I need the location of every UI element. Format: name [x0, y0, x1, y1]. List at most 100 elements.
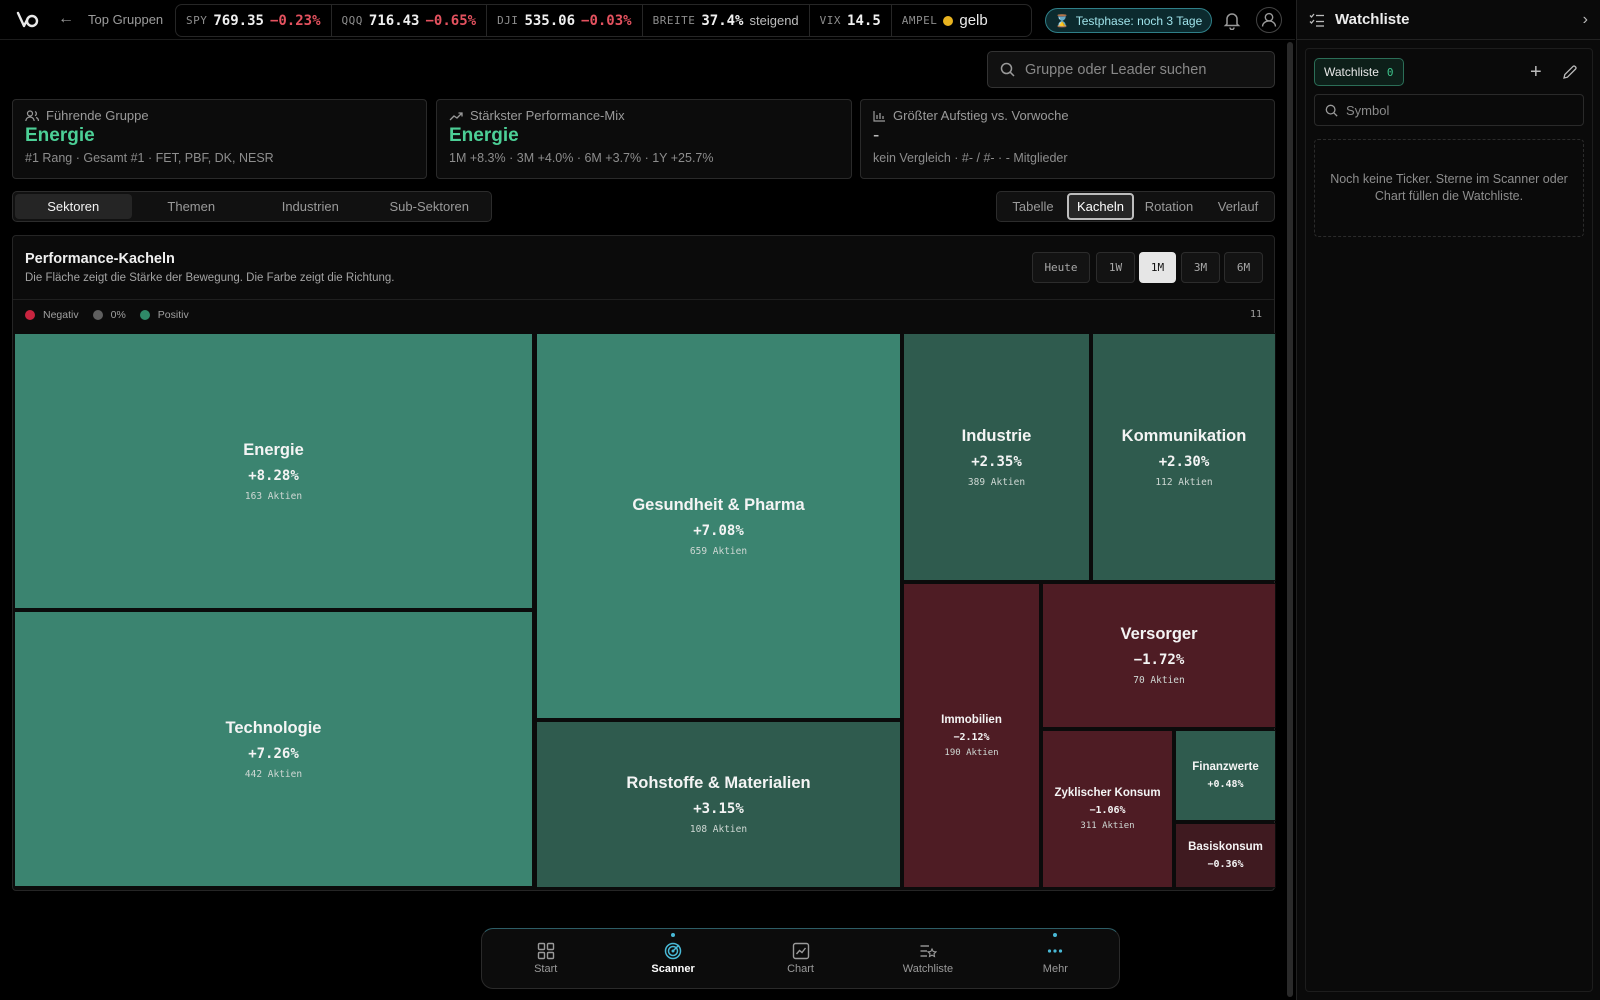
treemap-tile[interactable]: Gesundheit & Pharma +7.08% 659 Aktien [536, 333, 901, 719]
tile-percent: +2.35% [971, 453, 1022, 470]
nav-mehr[interactable]: Mehr [992, 929, 1119, 988]
tile-percent: +8.28% [248, 467, 299, 484]
trend-up-icon [449, 111, 463, 120]
tile-percent: −1.06% [1089, 805, 1126, 816]
nav-chart[interactable]: Chart [737, 929, 864, 988]
timeframe-1w[interactable]: 1W [1096, 252, 1135, 283]
plus-icon[interactable]: + [1530, 61, 1542, 83]
tab-industrien[interactable]: Industrien [281, 199, 339, 214]
card-subtext: 1M +8.3% · 3M +4.0% · 6M +3.7% · 1Y +25.… [449, 151, 714, 165]
nav-start[interactable]: Start [482, 929, 609, 988]
ticker-breite[interactable]: BREITE 37.4% steigend [643, 5, 810, 36]
logo-icon[interactable] [16, 9, 40, 31]
treemap-tile[interactable]: Technologie +7.26% 442 Aktien [14, 611, 533, 887]
treemap-tile[interactable]: Versorger −1.72% 70 Aktien [1042, 583, 1276, 728]
nav-watchliste[interactable]: Watchliste [864, 929, 991, 988]
trial-badge[interactable]: ⌛ Testphase: noch 3 Tage [1045, 8, 1212, 33]
card-value: Energie [449, 125, 519, 146]
view-kacheln[interactable]: Kacheln [1067, 193, 1134, 220]
ticker-value: 769.35 [213, 12, 264, 29]
bell-icon[interactable] [1222, 10, 1242, 30]
tab-sub-sektoren[interactable]: Sub-Sektoren [389, 199, 470, 214]
tile-stock-count: 659 Aktien [689, 545, 748, 557]
card-subtext: kein Vergleich · #- / #- · - Mitglieder [873, 151, 1068, 165]
ticker-symbol: DJI [497, 14, 519, 27]
legend: Negativ 0% Positiv [25, 309, 189, 321]
chevron-right-icon[interactable]: › [1582, 10, 1588, 28]
legend-dot-negative [25, 310, 35, 320]
ticker-vix[interactable]: VIX 14.5 [810, 5, 892, 36]
legend-dot-zero [92, 310, 103, 320]
grid-icon [537, 942, 554, 960]
group-search[interactable] [987, 51, 1275, 88]
treemap-tile[interactable]: Energie +8.28% 163 Aktien [14, 333, 533, 609]
watchlist-selector[interactable]: Watchliste 0 [1314, 58, 1404, 86]
watchlist-body: Watchliste 0 + Noch keine Ticker. Sterne… [1305, 48, 1593, 992]
timeframe-1m[interactable]: 1M [1139, 252, 1176, 283]
ticker-ampel[interactable]: AMPEL gelb [892, 5, 998, 36]
tile-name: Versorger [1120, 625, 1198, 643]
card-value: Energie [25, 125, 95, 146]
timeframe-heute[interactable]: Heute [1032, 252, 1090, 283]
ticker-symbol: VIX [819, 14, 842, 27]
arrow-left-icon[interactable]: ← [58, 10, 74, 27]
tile-percent: +2.30% [1158, 453, 1210, 470]
trial-text: Testphase: noch 3 Tage [1075, 13, 1203, 28]
ticker-value: 37.4% [701, 12, 744, 29]
treemap-tile[interactable]: Zyklischer Konsum −1.06% 311 Aktien [1042, 730, 1173, 888]
ticker-change: −0.65% [425, 12, 477, 29]
breadcrumb[interactable]: Top Gruppen [88, 12, 164, 27]
ticker-symbol: BREITE [652, 14, 696, 27]
treemap-tile[interactable]: Rohstoffe & Materialien +3.15% 108 Aktien [536, 721, 901, 888]
nav-scanner[interactable]: Scanner [609, 929, 736, 988]
view-tabelle[interactable]: Tabelle [1012, 199, 1054, 214]
tab-themen[interactable]: Themen [167, 199, 216, 214]
breite-trend: steigend [749, 13, 799, 28]
ticker-spy[interactable]: SPY 769.35 −0.23% [176, 5, 332, 36]
treemap-tile[interactable]: Kommunikation +2.30% 112 Aktien [1092, 333, 1276, 581]
pencil-icon[interactable] [1562, 64, 1578, 80]
tile-stock-count: 311 Aktien [1080, 821, 1135, 831]
card-performance-mix[interactable]: Stärkster Performance-Mix Energie 1M +8.… [436, 99, 852, 179]
view-tabs: Tabelle Kacheln Rotation Verlauf [996, 191, 1275, 222]
legend-label: Positiv [157, 309, 189, 321]
treemap-tile[interactable]: Industrie +2.35% 389 Aktien [903, 333, 1090, 581]
tile-percent: −0.36% [1207, 859, 1244, 870]
panel-title: Performance-Kacheln [25, 251, 175, 267]
tile-percent: +0.48% [1207, 779, 1244, 790]
tab-sektoren[interactable]: Sektoren [15, 194, 132, 219]
treemap-tile[interactable]: Finanzwerte +0.48% [1175, 730, 1276, 821]
card-biggest-rise[interactable]: Größter Aufstieg vs. Vorwoche - kein Ver… [860, 99, 1275, 179]
ticker-value: 14.5 [847, 12, 881, 29]
ticker-qqq[interactable]: QQQ 716.43 −0.65% [332, 5, 488, 36]
card-label-text: Führende Gruppe [46, 108, 149, 123]
watchlist-header: Watchliste › [1297, 0, 1600, 40]
active-indicator [671, 933, 676, 937]
timeframe-6m[interactable]: 6M [1224, 252, 1263, 283]
ticker-dji[interactable]: DJI 535.06 −0.03% [487, 5, 643, 36]
treemap-tile[interactable]: Basiskonsum −0.36% [1175, 823, 1276, 888]
card-label-text: Stärkster Performance-Mix [470, 108, 625, 123]
ticker-symbol: AMPEL [901, 14, 938, 27]
dots-icon [1048, 949, 1063, 953]
tile-stock-count: 442 Aktien [244, 768, 303, 780]
tile-name: Industrie [961, 426, 1032, 445]
symbol-input[interactable] [1346, 102, 1566, 118]
tile-name: Immobilien [941, 713, 1002, 726]
card-leading-group[interactable]: Führende Gruppe Energie #1 Rang · Gesamt… [12, 99, 427, 179]
timeframe-3m[interactable]: 3M [1181, 252, 1220, 283]
symbol-search[interactable] [1314, 94, 1584, 126]
view-rotation[interactable]: Rotation [1144, 199, 1194, 214]
view-verlauf[interactable]: Verlauf [1217, 199, 1259, 214]
card-label: Größter Aufstieg vs. Vorwoche [873, 108, 1069, 123]
search-input[interactable] [1025, 61, 1265, 78]
user-icon[interactable] [1256, 7, 1282, 33]
bar-chart-icon [873, 110, 885, 122]
tile-percent: +7.08% [693, 522, 744, 539]
bottom-nav: Start Scanner Chart Watchliste [481, 928, 1120, 989]
treemap-tile[interactable]: Immobilien −2.12% 190 Aktien [903, 583, 1040, 888]
scrollbar[interactable] [1287, 42, 1293, 997]
tile-percent: +7.26% [248, 745, 299, 762]
card-label: Führende Gruppe [25, 108, 149, 123]
ticker-change: −0.03% [581, 12, 632, 29]
